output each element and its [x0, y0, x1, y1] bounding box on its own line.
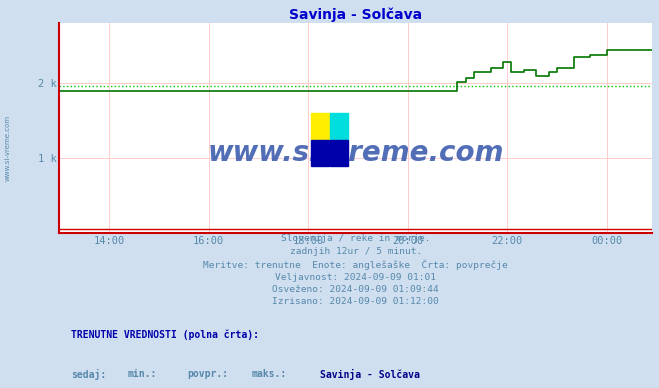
Text: Savinja - Solčava: Savinja - Solčava — [320, 369, 420, 380]
Title: Savinja - Solčava: Savinja - Solčava — [289, 8, 422, 22]
Text: maks.:: maks.: — [252, 369, 287, 379]
Bar — [312, 140, 330, 166]
Text: sedaj:: sedaj: — [71, 369, 106, 380]
Text: Slovenija / reke in morje.
zadnjih 12ur / 5 minut.
Meritve: trenutne  Enote: ang: Slovenija / reke in morje. zadnjih 12ur … — [204, 234, 508, 306]
Bar — [330, 113, 349, 139]
Text: TRENUTNE VREDNOSTI (polna črta):: TRENUTNE VREDNOSTI (polna črta): — [71, 329, 259, 340]
Bar — [330, 140, 349, 166]
Bar — [312, 113, 330, 139]
Text: www.si-vreme.com: www.si-vreme.com — [5, 114, 11, 180]
Text: www.si-vreme.com: www.si-vreme.com — [208, 139, 504, 167]
Text: min.:: min.: — [128, 369, 157, 379]
Text: povpr.:: povpr.: — [187, 369, 228, 379]
